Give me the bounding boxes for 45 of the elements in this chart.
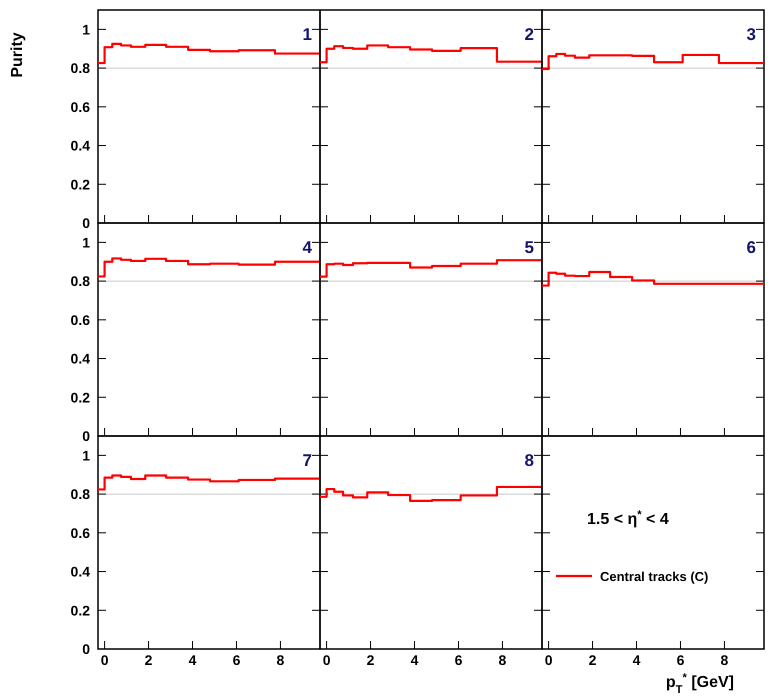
y-tick-label: 0.8 [70, 60, 90, 76]
y-tick-label: 1 [82, 21, 90, 38]
annotation: 5 [524, 238, 534, 257]
annotation: 1 [302, 25, 312, 44]
x-tick-label: 8 [276, 652, 285, 668]
x-tick-label: 0 [100, 652, 109, 668]
annotation: 8 [524, 451, 534, 470]
y-tick-label: 0 [82, 641, 90, 657]
annotation: 6 [746, 238, 756, 257]
y-tick-label: 0.6 [70, 524, 90, 541]
y-tick-label: 0 [82, 215, 90, 231]
y-tick-label: 0.6 [70, 312, 90, 328]
y-tick-label: 0 [82, 428, 90, 444]
annotation: 3 [746, 25, 756, 44]
x-tick-label: 6 [676, 652, 685, 668]
annotation: 4 [302, 238, 313, 257]
x-tick-label: 2 [144, 652, 153, 668]
y-tick-label: 0.4 [70, 138, 90, 154]
x-tick-label: 8 [498, 652, 507, 668]
x-axis-title: p$_{T}$$^{*}$ [GeV] [666, 672, 734, 696]
y-tick-label: 1 [82, 234, 90, 250]
y-tick-label: 0.4 [70, 350, 90, 367]
y-tick-label: 0.2 [70, 176, 90, 192]
y-tick-label: 0.2 [70, 389, 90, 406]
y-tick-label: 0.8 [70, 273, 90, 290]
x-tick-label: 6 [454, 652, 463, 668]
x-tick-label: 4 [410, 652, 419, 668]
x-tick-label: 4 [632, 652, 641, 668]
y-tick-label: 0.2 [70, 602, 90, 618]
legend-label: Central tracks (C) [600, 569, 708, 584]
x-tick-label: 8 [720, 652, 729, 668]
x-tick-label: 0 [322, 652, 331, 668]
x-tick-label: 2 [366, 652, 375, 668]
annotation: 7 [302, 451, 312, 470]
y-tick-label: 0.8 [70, 486, 90, 502]
x-tick-label: 6 [232, 652, 241, 668]
y-axis-title: Purity [9, 32, 26, 78]
y-tick-label: 0.6 [70, 98, 90, 115]
x-tick-label: 0 [544, 652, 553, 668]
y-tick-label: 1 [82, 447, 90, 464]
annotation: 1.5 < η$^{*}$ < 4 [587, 509, 669, 528]
x-tick-label: 4 [188, 652, 197, 668]
annotation: 2 [524, 25, 534, 44]
x-tick-label: 2 [588, 652, 597, 668]
y-tick-label: 0.4 [70, 564, 90, 580]
